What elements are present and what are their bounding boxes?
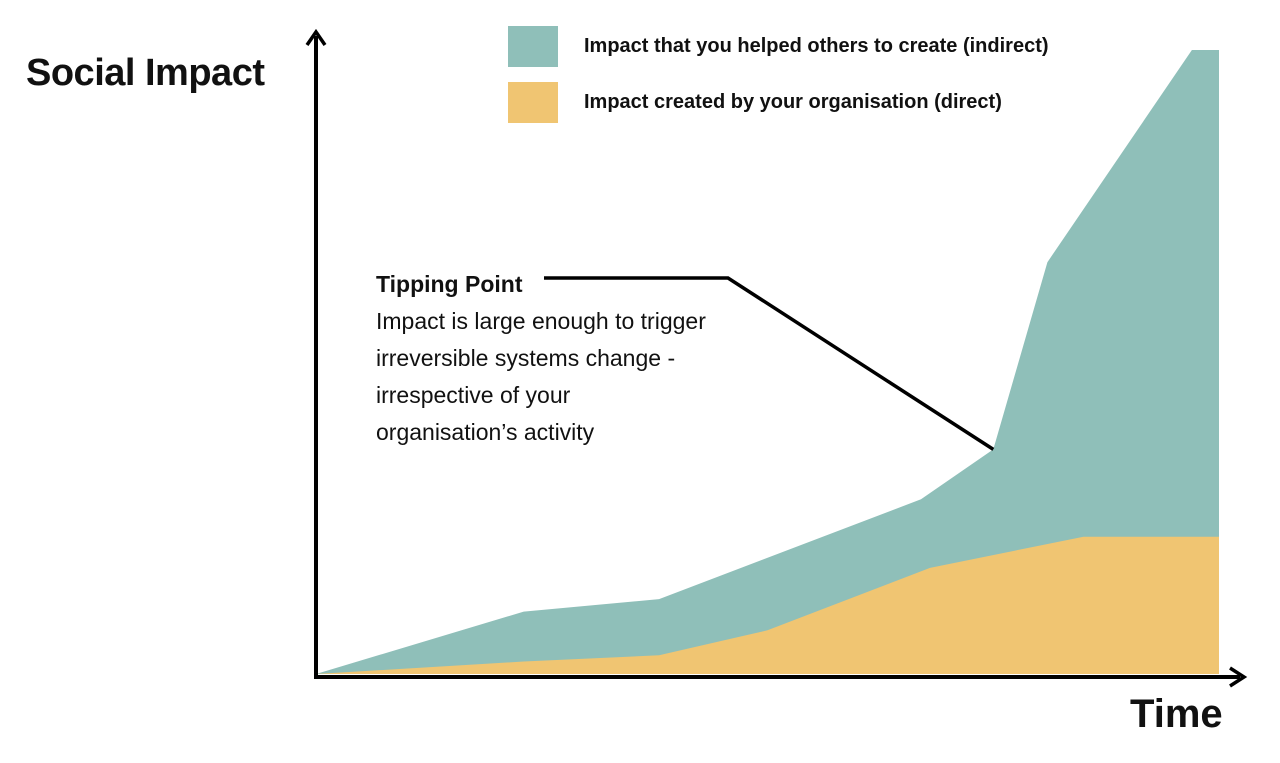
annotation-title: Tipping Point xyxy=(376,271,523,297)
area-direct xyxy=(316,536,1219,674)
tipping-point-pointer-line xyxy=(544,276,995,451)
annotation-text: Impact is large enough to trigger irreve… xyxy=(376,308,706,445)
x-axis-label: Time xyxy=(1130,692,1223,736)
legend-item-indirect: Impact that you helped others to create … xyxy=(508,26,1049,67)
legend-swatch-indirect xyxy=(508,26,558,67)
legend-swatch-direct xyxy=(508,82,558,123)
tipping-point-annotation: Tipping Point Impact is large enough to … xyxy=(376,266,706,451)
y-axis-label: Social Impact xyxy=(26,52,265,94)
x-axis-arrowhead xyxy=(1229,666,1248,688)
area-indirect xyxy=(316,50,1219,674)
legend-item-direct: Impact created by your organisation (dir… xyxy=(508,82,1002,123)
legend-label-direct: Impact created by your organisation (dir… xyxy=(584,91,1002,113)
legend-label-indirect: Impact that you helped others to create … xyxy=(584,35,1049,57)
y-axis-arrowhead xyxy=(305,28,327,46)
